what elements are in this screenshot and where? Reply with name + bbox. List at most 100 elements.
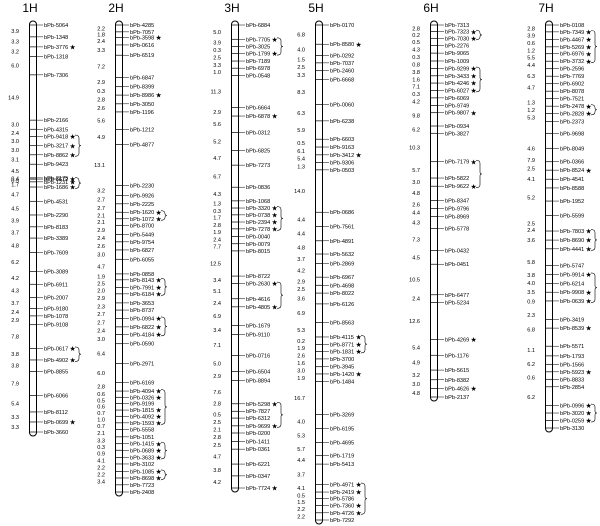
chromosome-bar	[115, 20, 123, 497]
marker-label: bPb-5413	[330, 462, 354, 468]
distance-label: 4.0	[527, 281, 535, 287]
distance-label: 2.4	[97, 39, 105, 45]
qtl-star-icon: ★	[156, 276, 162, 284]
distance-label: 10.5	[409, 277, 420, 283]
marker-label: bPb-0836	[246, 185, 270, 191]
distance-label: 2.9	[11, 318, 19, 324]
marker-label: bPb-1415	[130, 442, 154, 448]
chromosome-bar	[29, 20, 37, 437]
marker-label: bPb-4891	[330, 239, 354, 245]
distance-label: 6.8	[527, 328, 535, 334]
distance-label: 7.7	[213, 245, 221, 251]
distance-label: 6.3	[527, 74, 535, 80]
marker-label: bPb-2828	[560, 111, 584, 117]
qtl-star-icon: ★	[156, 440, 162, 448]
distance-label: 4.1	[527, 177, 535, 183]
distance-label: 7.3	[412, 238, 420, 244]
distance-label: 2.8	[527, 26, 535, 32]
marker-label: bPb-0639	[560, 299, 584, 305]
marker-label: bPb-0432	[445, 249, 469, 255]
distance-label: 0.7	[97, 424, 105, 430]
marker-label: bPb-4877	[130, 143, 154, 149]
distance-label: 4.5	[412, 256, 420, 262]
marker-label: bPb-6603	[330, 137, 354, 143]
distance-label: 0.5	[213, 413, 221, 419]
distance-label: 2.1	[213, 427, 221, 433]
distance-label: 4.4	[297, 458, 305, 464]
distance-label: 1.7	[213, 216, 221, 222]
marker-label: bPb-9180	[44, 307, 68, 313]
distance-label: 3.9	[213, 41, 221, 47]
distance-label: 3.3	[11, 425, 19, 431]
distance-label: 3.2	[97, 188, 105, 194]
marker-label: bPb-1051	[130, 435, 154, 441]
distance-label: 3.5	[527, 290, 535, 296]
marker-label: bPb-6169	[130, 380, 154, 386]
qtl-bracket	[276, 206, 284, 231]
marker-label: bPb-3732	[560, 59, 584, 65]
marker-label: bPb-1085	[130, 469, 154, 475]
distance-label: 1.6	[297, 361, 305, 367]
marker-label: bPb-7827	[246, 409, 270, 415]
qtl-bracket	[74, 177, 82, 189]
distance-label: 2.9	[213, 110, 221, 116]
qtl-star-icon: ★	[356, 41, 362, 49]
marker-label: bPb-2290	[44, 213, 68, 219]
distance-label: 0.5	[412, 40, 420, 46]
marker-label: bPb-7323	[445, 30, 469, 36]
distance-label: 5.3	[527, 115, 535, 121]
marker-label: bPb-2596	[560, 67, 584, 73]
distance-label: 0.6	[527, 375, 535, 381]
distance-label: 1.1	[527, 348, 535, 354]
qtl-star-icon: ★	[156, 92, 162, 100]
marker-label: bPb-6184	[130, 292, 154, 298]
marker-label: bPb-9423	[44, 162, 68, 168]
distance-label: 3.7	[11, 231, 19, 237]
marker-label: bPb-0699	[44, 420, 68, 426]
distance-label: 7.1	[213, 343, 221, 349]
marker-label: bPb-8015	[246, 249, 270, 255]
marker-label: bPb-8700	[130, 223, 154, 229]
marker-label: bPb-1196	[130, 110, 154, 116]
marker-label: bPb-1212	[130, 127, 154, 133]
marker-label: bPb-0689	[130, 448, 154, 454]
marker-label: bPb-0934	[445, 124, 469, 130]
distance-label: 11.3	[211, 89, 221, 95]
qtl-star-icon: ★	[70, 176, 76, 184]
qtl-star-icon: ★	[586, 110, 592, 118]
marker-label: bPb-1231	[44, 180, 68, 186]
qtl-star-icon: ★	[471, 336, 477, 344]
distance-label: 5.2	[213, 140, 221, 146]
marker-label: bPb-7292	[330, 518, 354, 524]
distance-label: 10.3	[409, 145, 420, 151]
marker-label: bPb-6312	[246, 416, 270, 422]
marker-label: bPb-1679	[246, 323, 270, 329]
marker-label: bPb-2478	[560, 104, 584, 110]
marker-label: bPb-6847	[130, 76, 154, 82]
distance-label: 0.6	[97, 405, 105, 411]
marker-label: bPb-3389	[44, 236, 68, 242]
distance-label: 1.9	[213, 230, 221, 236]
marker-label: bPb-5923	[560, 370, 584, 376]
marker-label: bPb-4626	[445, 387, 469, 393]
marker-label: bPb-6214	[560, 281, 584, 287]
distance-label: 2.5	[213, 443, 221, 449]
qtl-star-icon: ★	[586, 43, 592, 51]
distance-label: 2.1	[97, 213, 105, 219]
marker-label: bPb-9926	[130, 193, 154, 199]
distance-label: 3.7	[297, 257, 305, 263]
marker-label: bPb-3776	[44, 45, 68, 51]
marker-label: bPb-3419	[560, 317, 584, 323]
distance-label: 1.0	[213, 70, 221, 76]
distance-label: 0.2	[297, 339, 305, 345]
marker-label: bPb-7609	[44, 251, 68, 257]
marker-label: bPb-9622	[445, 184, 469, 190]
qtl-star-icon: ★	[586, 325, 592, 333]
distance-label: 3.0	[11, 148, 19, 154]
qtl-bracket	[590, 30, 598, 64]
marker-label: bPb-2869	[330, 262, 354, 268]
marker-label: bPb-9749	[445, 103, 469, 109]
marker-label: bPb-6519	[130, 53, 154, 59]
distance-label: 5.4	[412, 345, 420, 351]
distance-label: 2.3	[97, 304, 105, 310]
